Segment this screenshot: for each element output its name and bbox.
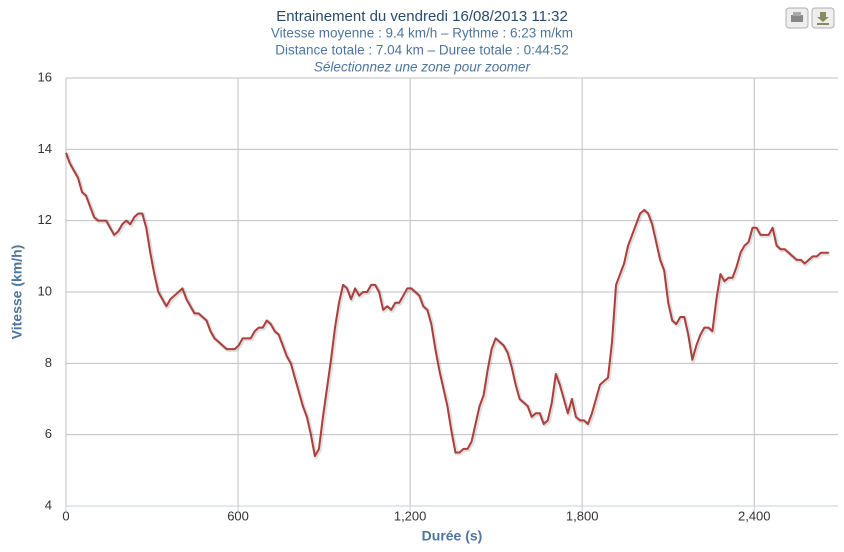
chart-title: Entrainement du vendredi 16/08/2013 11:3…	[276, 8, 568, 25]
y-tick-label: 10	[38, 283, 52, 298]
data-line	[65, 152, 829, 458]
print-button[interactable]	[785, 7, 809, 29]
y-tick-label: 8	[45, 355, 52, 370]
y-tick-label: 6	[45, 426, 52, 441]
chart-subtitle: Sélectionnez une zone pour zoomer	[314, 60, 531, 75]
x-tick-label: 2,400	[738, 508, 771, 523]
y-tick-label: 14	[38, 141, 52, 156]
chart-subtitle: Distance totale : 7.04 km – Duree totale…	[275, 43, 568, 58]
y-tick-label: 4	[45, 497, 52, 512]
export-button[interactable]	[811, 7, 835, 29]
y-axis-title: Vitesse (km/h)	[9, 245, 25, 340]
x-tick-label: 600	[227, 508, 249, 523]
x-tick-label: 1,200	[394, 508, 427, 523]
x-axis-title: Durée (s)	[422, 528, 483, 544]
y-tick-label: 12	[38, 212, 52, 227]
chart-subtitle: Vitesse moyenne : 9.4 km/h – Rythme : 6:…	[271, 26, 573, 41]
y-tick-label: 16	[38, 69, 52, 84]
x-tick-label: 0	[62, 508, 69, 523]
x-tick-label: 1,800	[566, 508, 599, 523]
